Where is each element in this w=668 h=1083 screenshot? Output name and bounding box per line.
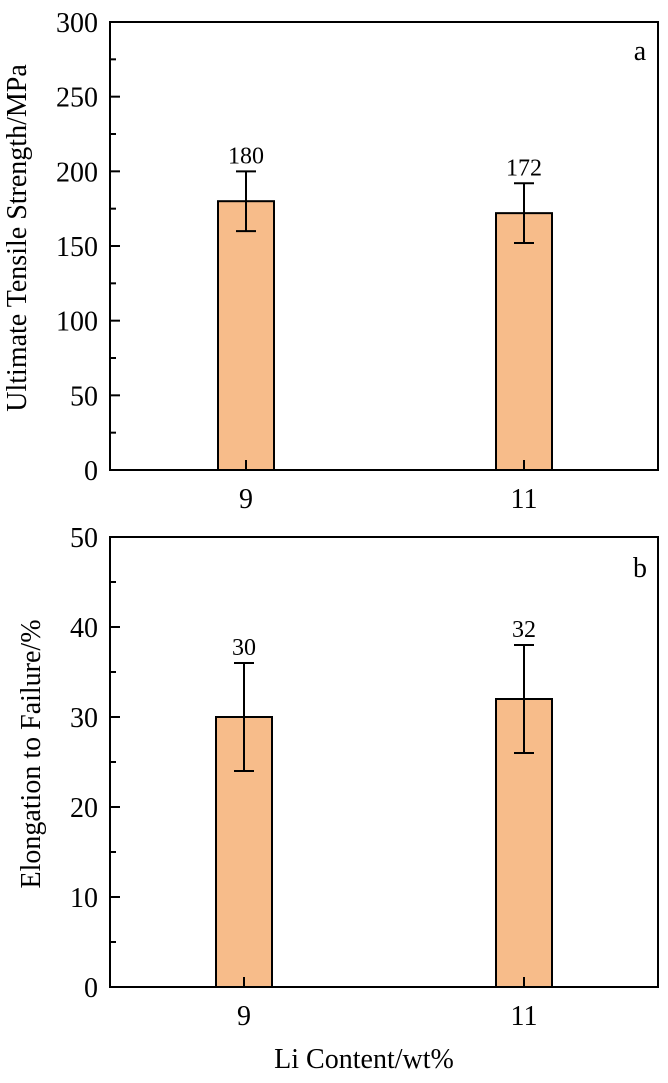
x-tick-label: 9 [239, 484, 253, 515]
bar [495, 212, 553, 471]
x-tick-label: 9 [237, 1001, 251, 1032]
x-axis-label: Li Content/wt% [274, 1044, 454, 1075]
x-tick-label: 11 [511, 484, 538, 515]
chart-panel-b: 30 32 0 10 20 30 40 50 9 11 Elongation to Failure/… [16, 523, 659, 1075]
y-axis-label: Elongation to Failure/% [16, 619, 47, 888]
plot-frame [109, 536, 659, 988]
y-tick-label: 150 [56, 232, 98, 263]
y-tick-label: 250 [56, 83, 98, 114]
x-tick-label: 11 [511, 1001, 538, 1032]
data-label: 172 [506, 155, 542, 181]
panel-label: a [634, 36, 647, 67]
y-tick-label: 200 [56, 157, 98, 188]
data-label: 180 [228, 143, 264, 169]
data-label: 32 [512, 617, 536, 643]
bar [217, 200, 275, 471]
panel-label: b [633, 553, 647, 584]
y-tick-label: 10 [70, 883, 98, 914]
y-tick-label: 30 [70, 703, 98, 734]
plot-frame [109, 21, 659, 471]
y-tick-label: 300 [56, 8, 98, 39]
y-tick-label: 40 [70, 613, 98, 644]
y-tick-label: 0 [84, 973, 98, 1004]
data-label: 30 [232, 635, 256, 661]
y-axis-label: Ultimate Tensile Strength/MPa [2, 64, 33, 412]
y-tick-label: 50 [70, 523, 98, 554]
y-tick-label: 20 [70, 793, 98, 824]
y-tick-label: 0 [84, 456, 98, 487]
y-tick-label: 100 [56, 307, 98, 338]
y-tick-label: 50 [70, 381, 98, 412]
chart-panel-a: 180 172 0 50 100 150 200 250 300 9 11 Ultimate Tens… [2, 8, 659, 515]
